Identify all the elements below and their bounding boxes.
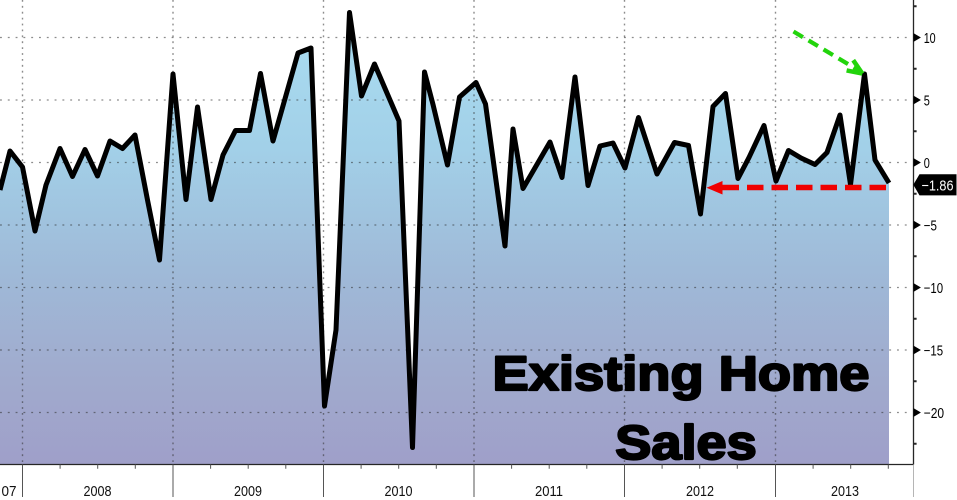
svg-text:−1.86: −1.86 xyxy=(922,177,954,194)
svg-text:2011: 2011 xyxy=(535,483,563,500)
svg-text:2009: 2009 xyxy=(234,483,262,500)
svg-text:07: 07 xyxy=(2,483,17,500)
svg-text:−5: −5 xyxy=(924,218,937,234)
svg-text:2013: 2013 xyxy=(831,483,859,500)
svg-text:2010: 2010 xyxy=(385,483,413,500)
svg-text:Sales: Sales xyxy=(615,416,757,470)
svg-text:Existing Home: Existing Home xyxy=(493,347,870,401)
svg-text:2012: 2012 xyxy=(686,483,714,500)
svg-text:0: 0 xyxy=(924,156,930,172)
svg-text:10: 10 xyxy=(924,31,936,47)
svg-text:−20: −20 xyxy=(924,406,944,422)
svg-text:2008: 2008 xyxy=(84,483,112,500)
svg-text:−15: −15 xyxy=(924,343,943,359)
svg-text:5: 5 xyxy=(924,93,930,109)
svg-text:−10: −10 xyxy=(924,281,943,297)
